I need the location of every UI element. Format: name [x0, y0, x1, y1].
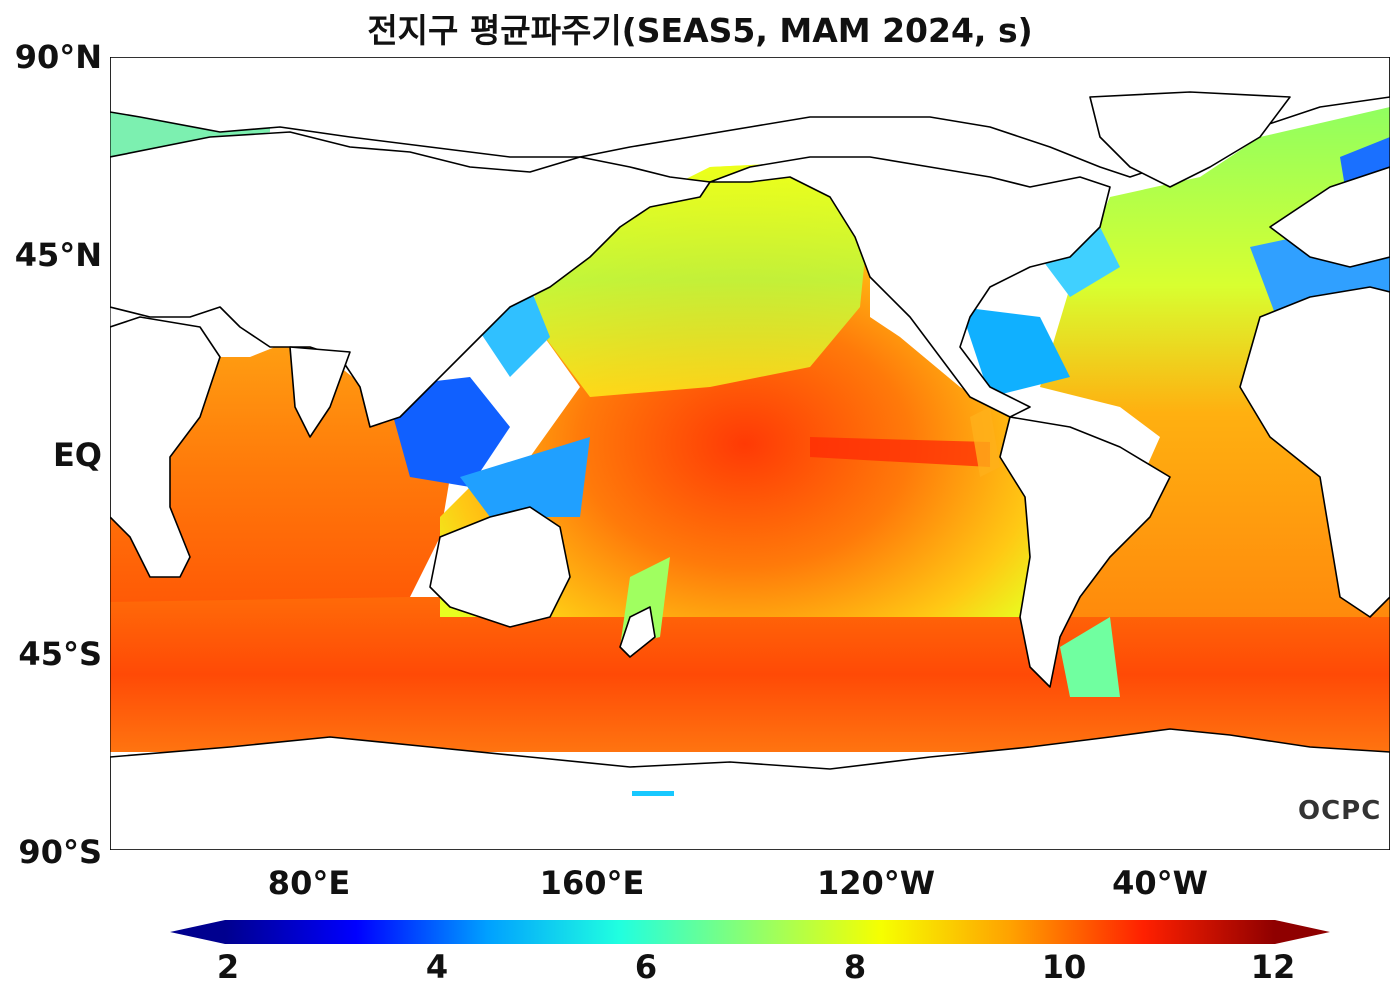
wave-period-map — [110, 57, 1390, 850]
colorbar — [170, 920, 1330, 944]
lat-label-90n: 90°N — [14, 38, 102, 76]
colorbar-tick-10: 10 — [1041, 948, 1087, 986]
colorbar-min-arrow — [170, 920, 225, 944]
colorbar-gradient — [225, 920, 1275, 944]
colorbar-tick-12: 12 — [1250, 948, 1296, 986]
lat-label-45s: 45°S — [18, 635, 102, 673]
colorbar-tick-8: 8 — [843, 948, 867, 986]
lon-label-120w: 120°W — [816, 864, 936, 902]
colorbar-max-arrow — [1275, 920, 1330, 944]
lat-label-90s: 90°S — [18, 833, 102, 871]
land-masses — [110, 57, 1390, 850]
lon-label-40w: 40°W — [1112, 864, 1208, 902]
ocean-field — [110, 107, 1390, 752]
lat-label-eq: EQ — [52, 436, 102, 474]
lon-label-80e: 80°E — [267, 864, 351, 902]
ocpc-logo: OCPC — [1298, 796, 1382, 826]
lat-label-45n: 45°N — [14, 236, 102, 274]
lon-label-160e: 160°E — [539, 864, 645, 902]
map-title: 전지구 평균파주기(SEAS5, MAM 2024, s) — [367, 11, 1033, 50]
colorbar-tick-4: 4 — [425, 948, 449, 986]
colorbar-tick-2: 2 — [216, 948, 240, 986]
colorbar-tick-6: 6 — [634, 948, 658, 986]
equatorial-features — [810, 407, 1000, 477]
antarctic-patch — [632, 791, 674, 796]
